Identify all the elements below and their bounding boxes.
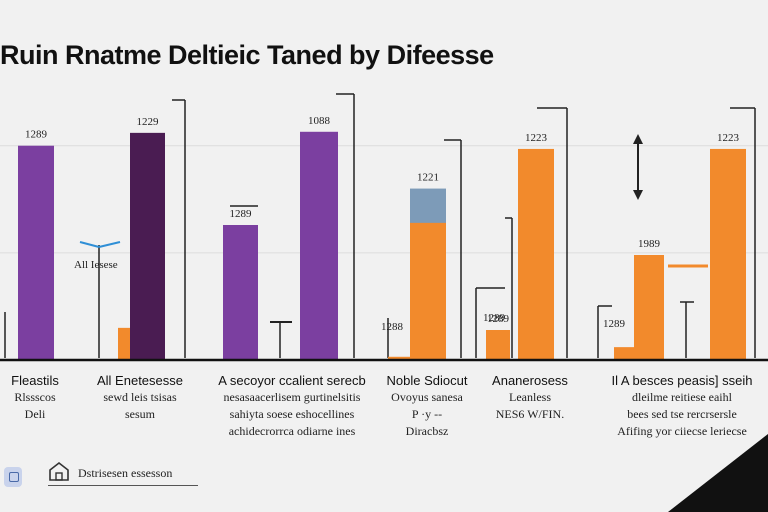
footer-divider xyxy=(48,485,198,486)
bar-3 xyxy=(130,132,165,360)
app-badge-icon[interactable] xyxy=(4,467,22,487)
data-label-5: 1088 xyxy=(308,115,331,127)
bar-4 xyxy=(223,225,258,360)
annotation-2: 1288 xyxy=(381,321,404,333)
bar-12 xyxy=(710,148,746,360)
data-label-6: 1221 xyxy=(417,172,439,184)
category-label-4: Noble Sdiocut Ovoyus sanesa P ·y -- Dira… xyxy=(386,373,468,438)
bar-7 xyxy=(388,356,410,360)
category-label-1: Fleastils Rlssscos Deli xyxy=(11,373,59,421)
home-icon[interactable] xyxy=(48,460,70,482)
data-label-4: 1289 xyxy=(230,208,253,220)
bar-10 xyxy=(614,347,634,360)
category-label-2: All Enetesesse sewd leis tsisas sesum xyxy=(97,373,183,421)
bar-6-segment xyxy=(410,222,446,360)
bars xyxy=(18,131,746,360)
data-label-3: 1229 xyxy=(137,116,160,128)
data-label-1: 1289 xyxy=(25,129,48,141)
reference-lines xyxy=(4,93,756,358)
data-label-8: 1289 xyxy=(487,313,510,325)
bar-2 xyxy=(118,327,130,360)
category-label-3: A secoyor ccalient serecb nesasaacerlise… xyxy=(218,373,366,438)
category-label-5: Ananerosess Leanless NES6 W/FIN. xyxy=(492,373,568,421)
grid-lines xyxy=(0,145,768,254)
chart-title: Ruin Rnatme Deltieic Taned by Difeesse xyxy=(0,40,494,70)
bar-11 xyxy=(634,255,664,360)
annotation-3: 1289 xyxy=(483,312,506,324)
bar-9 xyxy=(518,148,554,360)
footer-caption: Dstrisesen essesson xyxy=(78,466,173,480)
data-label-12: 1223 xyxy=(717,132,740,144)
bar-8 xyxy=(486,330,510,360)
annotation-1: All Iesese xyxy=(74,259,118,271)
data-labels: 1289 1229 1289 1088 1221 1289 1223 1989 1223 xyxy=(25,115,740,325)
bar-5 xyxy=(300,131,338,360)
data-label-11: 1989 xyxy=(638,238,661,250)
bar-1 xyxy=(18,145,54,360)
category-label-6: Il A besces peasis] sseih dleilme reitie… xyxy=(611,373,753,438)
corner-decoration xyxy=(668,434,768,512)
data-label-9: 1223 xyxy=(525,132,548,144)
annotation-4: 1289 xyxy=(603,318,626,330)
